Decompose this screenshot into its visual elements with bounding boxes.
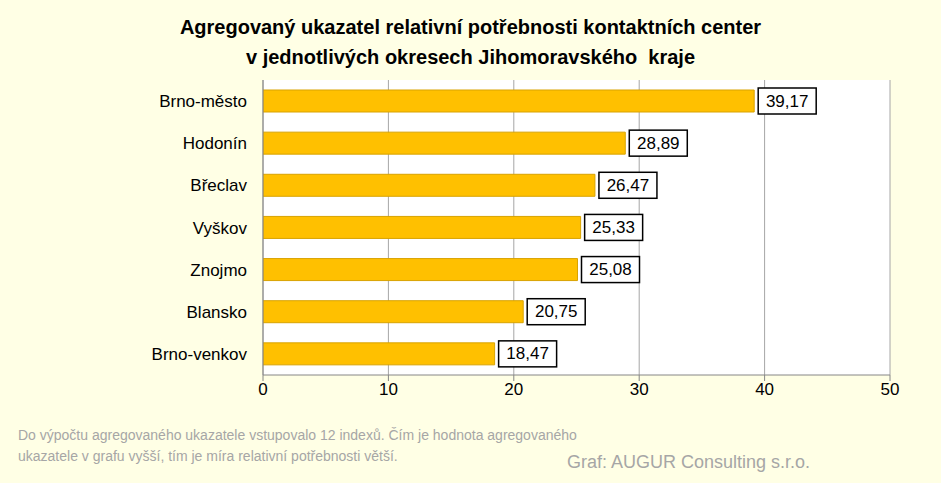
svg-text:Znojmo: Znojmo xyxy=(190,261,247,280)
html-text:Agregovaný ukazatel relativní: Agregovaný ukazatel relativní potřebnost… xyxy=(179,16,762,38)
html-text:ukazatele v grafu vyšší, tím j: ukazatele v grafu vyšší, tím je míra rel… xyxy=(18,448,398,464)
html-text:v jednotlivých okresech Jihomo: v jednotlivých okresech Jihomoravského k… xyxy=(246,46,695,68)
svg-text:30: 30 xyxy=(630,380,649,399)
svg-text:39,17: 39,17 xyxy=(766,92,809,111)
svg-text:Brno-venkov: Brno-venkov xyxy=(152,345,248,364)
svg-text:50: 50 xyxy=(881,380,900,399)
svg-text:Brno-město: Brno-město xyxy=(159,92,247,111)
svg-text:25,33: 25,33 xyxy=(592,218,635,237)
svg-text:26,47: 26,47 xyxy=(607,176,650,195)
html-text:Graf: AUGUR Consulting s.r.o.: Graf: AUGUR Consulting s.r.o. xyxy=(567,452,811,472)
svg-text:Břeclav: Břeclav xyxy=(190,176,247,195)
svg-text:25,08: 25,08 xyxy=(589,260,632,279)
svg-text:Hodonín: Hodonín xyxy=(183,134,247,153)
svg-text:18,47: 18,47 xyxy=(506,344,549,363)
svg-text:0: 0 xyxy=(258,380,267,399)
svg-text:28,89: 28,89 xyxy=(637,134,680,153)
svg-text:Blansko: Blansko xyxy=(187,303,247,322)
svg-text:20: 20 xyxy=(504,380,523,399)
svg-text:40: 40 xyxy=(755,380,774,399)
svg-text:20,75: 20,75 xyxy=(535,302,578,321)
svg-text:Vyškov: Vyškov xyxy=(193,219,248,238)
html-text:Do výpočtu agregovaného ukazat: Do výpočtu agregovaného ukazatele vstupo… xyxy=(18,427,577,443)
svg-text:10: 10 xyxy=(379,380,398,399)
